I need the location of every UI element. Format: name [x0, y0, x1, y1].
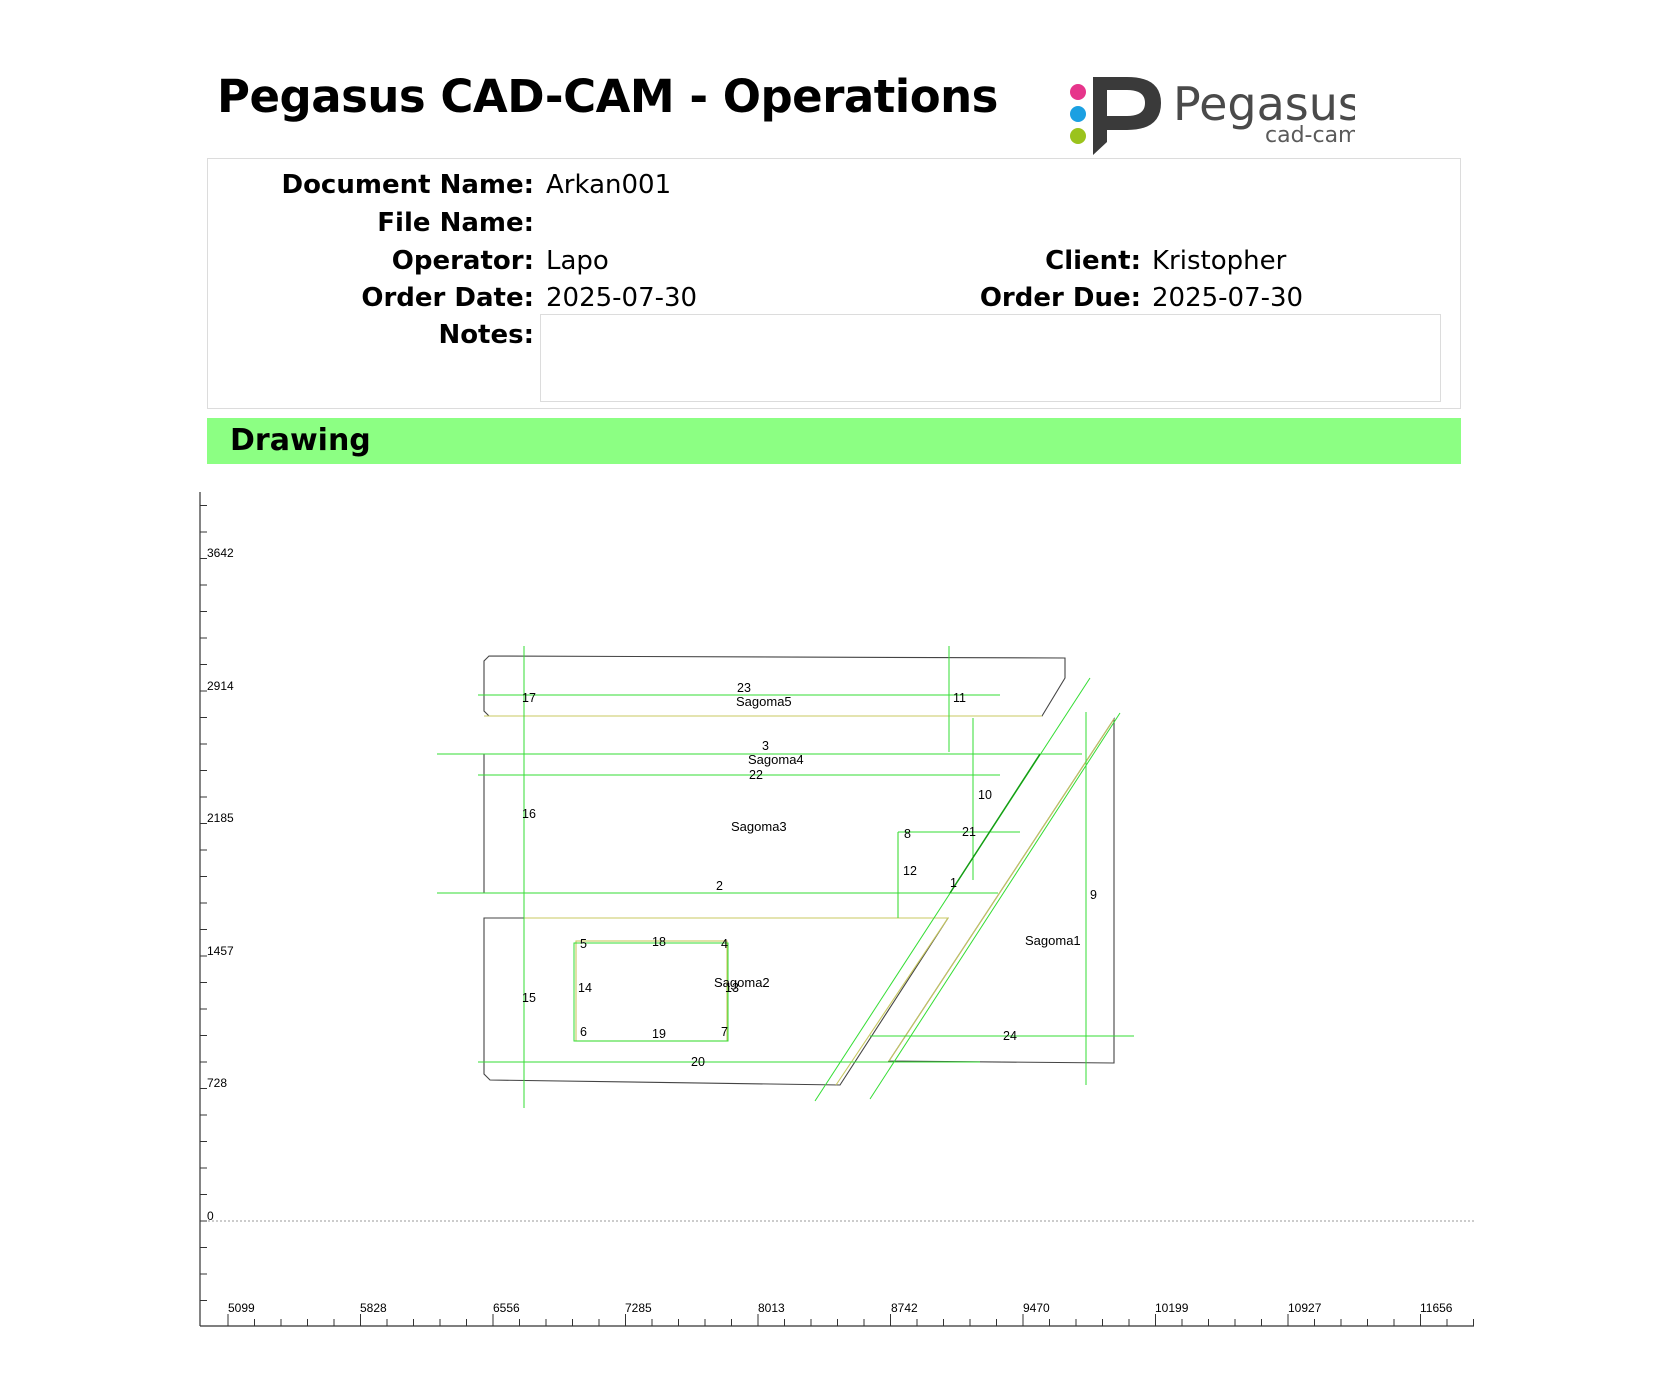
logo-dot-blue [1070, 106, 1086, 122]
line-number: 4 [721, 937, 728, 951]
y-tick-label: 3642 [207, 546, 234, 560]
y-axis-ticks [200, 505, 207, 1301]
line-number: 9 [1090, 888, 1097, 902]
line-number: 2 [716, 879, 723, 893]
drawing-section-title: Drawing [230, 423, 371, 458]
order-date-value: 2025-07-30 [546, 283, 698, 313]
x-tick-label: 9470 [1023, 1301, 1050, 1315]
shape-label-sagoma4: Sagoma4 [748, 752, 804, 767]
line-number: 10 [978, 788, 992, 802]
line-number: 3 [762, 739, 769, 753]
file-name-label: File Name: [377, 208, 534, 238]
notes-label: Notes: [438, 320, 534, 350]
notes-field [540, 314, 1441, 402]
document-info-panel [207, 158, 1461, 409]
line-number: 23 [737, 681, 751, 695]
cut-line-sagoma1-diag [869, 712, 1121, 1100]
sagoma1-path [888, 718, 1115, 1062]
line-number: 18 [652, 935, 666, 949]
line-number: 24 [1003, 1029, 1017, 1043]
line-number: 22 [749, 768, 763, 782]
inner-rectangle-cut [573, 942, 729, 1042]
sagoma2-outline [483, 917, 950, 1086]
cut-line-1-diag [814, 677, 1091, 1102]
shape-label-sagoma5: Sagoma5 [736, 694, 792, 709]
cut-line-1-dark [949, 753, 1041, 894]
x-tick-label: 6556 [493, 1301, 520, 1315]
y-tick-label: 2914 [207, 679, 234, 693]
inner-rectangle-path [575, 940, 728, 1042]
order-date-label: Order Date: [361, 283, 534, 313]
line-number: 13 [725, 981, 739, 995]
client-value: Kristopher [1152, 246, 1287, 276]
line-number: 20 [691, 1055, 705, 1069]
operator-label: Operator: [391, 246, 534, 276]
shape-label-sagoma3: Sagoma3 [731, 819, 787, 834]
shape-label-sagoma2: Sagoma2 [714, 975, 770, 990]
line-number: 6 [580, 1025, 587, 1039]
y-tick-label: 0 [207, 1209, 214, 1223]
line-number: 5 [580, 937, 587, 951]
x-axis-ticks [227, 1314, 1474, 1326]
line-number: 8 [904, 827, 911, 841]
logo-dot-pink [1070, 84, 1086, 100]
pegasus-logo: Pegasus cad-cam [1065, 72, 1362, 158]
line-number: 12 [903, 864, 917, 878]
drawing-section-header: Drawing [207, 418, 1461, 464]
shape-label-sagoma1: Sagoma1 [1025, 933, 1081, 948]
line-number: 19 [652, 1027, 666, 1041]
x-tick-label: 5828 [360, 1301, 387, 1315]
line-number: 11 [953, 691, 966, 705]
client-label: Client: [1045, 246, 1141, 276]
line-number: 16 [522, 807, 536, 821]
x-tick-label: 8742 [891, 1301, 918, 1315]
line-number: 21 [962, 825, 976, 839]
operator-value: Lapo [546, 246, 609, 276]
order-due-label: Order Due: [979, 283, 1141, 313]
x-tick-label: 7285 [625, 1301, 652, 1315]
sagoma1-outline [887, 717, 1115, 1064]
logo-text: Pegasus [1173, 77, 1355, 131]
order-due-value: 2025-07-30 [1152, 283, 1304, 313]
sagoma2-path [524, 917, 950, 1086]
line-number: 15 [522, 991, 536, 1005]
x-tick-label: 10927 [1288, 1301, 1322, 1315]
logo-subtext: cad-cam [1265, 123, 1355, 148]
logo-p-mark [1093, 77, 1161, 155]
x-tick-label: 5099 [228, 1301, 255, 1315]
document-name-value: Arkan001 [546, 170, 672, 200]
x-tick-label: 11656 [1420, 1301, 1453, 1315]
y-tick-label: 2185 [207, 811, 234, 825]
line-number: 7 [721, 1025, 728, 1039]
y-tick-label: 1457 [207, 944, 234, 958]
sagoma5-outline [483, 655, 1066, 717]
y-tick-label: 728 [207, 1076, 227, 1090]
page-title: Pegasus CAD-CAM - Operations [217, 70, 998, 123]
x-tick-label: 8013 [758, 1301, 785, 1315]
line-number: 1 [950, 876, 957, 890]
logo-dot-green [1070, 128, 1086, 144]
sagoma3-outline [483, 754, 950, 894]
x-tick-label: 10199 [1155, 1301, 1189, 1315]
line-number: 14 [578, 981, 592, 995]
document-name-label: Document Name: [281, 170, 534, 200]
line-number: 17 [522, 691, 536, 705]
